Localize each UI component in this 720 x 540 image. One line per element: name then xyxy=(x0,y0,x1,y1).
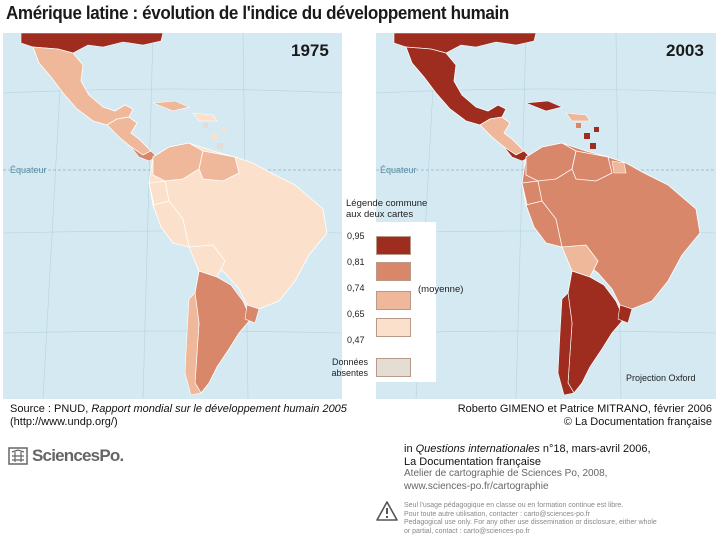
legend-no-data-line2: absentes xyxy=(331,368,368,378)
pub-publisher: La Documentation française xyxy=(404,455,541,468)
equator-label-1975: Équateur xyxy=(10,165,47,175)
legend-threshold-1: 0,95 xyxy=(347,231,365,241)
source-credit: Source : PNUD, Rapport mondial sur le dé… xyxy=(10,403,347,429)
source-url: (http://www.undp.org/) xyxy=(10,416,118,428)
usage-line2: Pour toute autre utilisation, contacter … xyxy=(404,510,591,518)
source-report: Rapport mondial sur le développement hum… xyxy=(91,403,347,415)
map-2003 xyxy=(376,33,716,399)
year-label-1975: 1975 xyxy=(291,41,329,60)
logo-text: SciencesPo. xyxy=(32,446,124,465)
pub-issue: n°18, mars-avril 2006, xyxy=(539,443,651,455)
legend-threshold-2: 0,81 xyxy=(347,257,365,267)
author-credit: Roberto GIMENO et Patrice MITRANO, févri… xyxy=(458,403,712,429)
pub-prefix: in xyxy=(404,443,416,455)
pub-site: www.sciences-po.fr/cartographie xyxy=(404,480,549,492)
legend-average-label: (moyenne) xyxy=(418,284,464,295)
legend-swatch-2 xyxy=(376,262,411,281)
map-title: Amérique latine : évolution de l'indice … xyxy=(6,2,509,23)
pub-journal: Questions internationales xyxy=(415,443,540,455)
author-line2: © La Documentation française xyxy=(563,416,712,428)
projection-label: Projection Oxford xyxy=(626,373,696,383)
sciencespo-logo: SciencesPo. xyxy=(8,446,124,466)
maps-panel: 1975 Équateur 2003 Équateur xyxy=(0,33,720,399)
publication-info: in Questions internationales n°18, mars-… xyxy=(404,443,651,493)
equator-label-2003: Équateur xyxy=(380,165,417,175)
crest-icon xyxy=(8,447,28,465)
warning-icon xyxy=(376,501,398,526)
year-label-2003: 2003 xyxy=(666,41,704,60)
legend-title-line2: aux deux cartes xyxy=(346,209,414,220)
pub-atelier: Atelier de cartographie de Sciences Po, … xyxy=(404,468,608,479)
legend-swatch-1 xyxy=(376,236,411,255)
legend-no-data-line1: Données xyxy=(331,357,368,367)
source-prefix: Source : PNUD, xyxy=(10,403,92,415)
usage-line3: Pedagogical use only. For any other use … xyxy=(404,519,657,526)
usage-line4: or partial, contact : carto@sciences-po.… xyxy=(404,527,530,535)
legend-swatch-3 xyxy=(376,291,411,310)
usage-notice: Seul l'usage pédagogique en classe ou en… xyxy=(404,502,720,536)
legend-title-line1: Légende commune xyxy=(346,198,428,209)
usage-line1: Seul l'usage pédagogique en classe ou en… xyxy=(404,502,624,509)
legend-swatch-na xyxy=(376,358,411,377)
legend-title: Légende commune aux deux cartes xyxy=(346,198,456,220)
legend-no-data-label: Données absentes xyxy=(330,357,368,379)
legend-threshold-4: 0,65 xyxy=(347,309,365,319)
legend-threshold-5: 0,47 xyxy=(347,335,365,345)
legend-swatch-4 xyxy=(376,318,411,337)
map-1975 xyxy=(3,33,342,399)
legend-threshold-3: 0,74 xyxy=(347,283,365,293)
author-line1: Roberto GIMENO et Patrice MITRANO, févri… xyxy=(457,403,712,415)
